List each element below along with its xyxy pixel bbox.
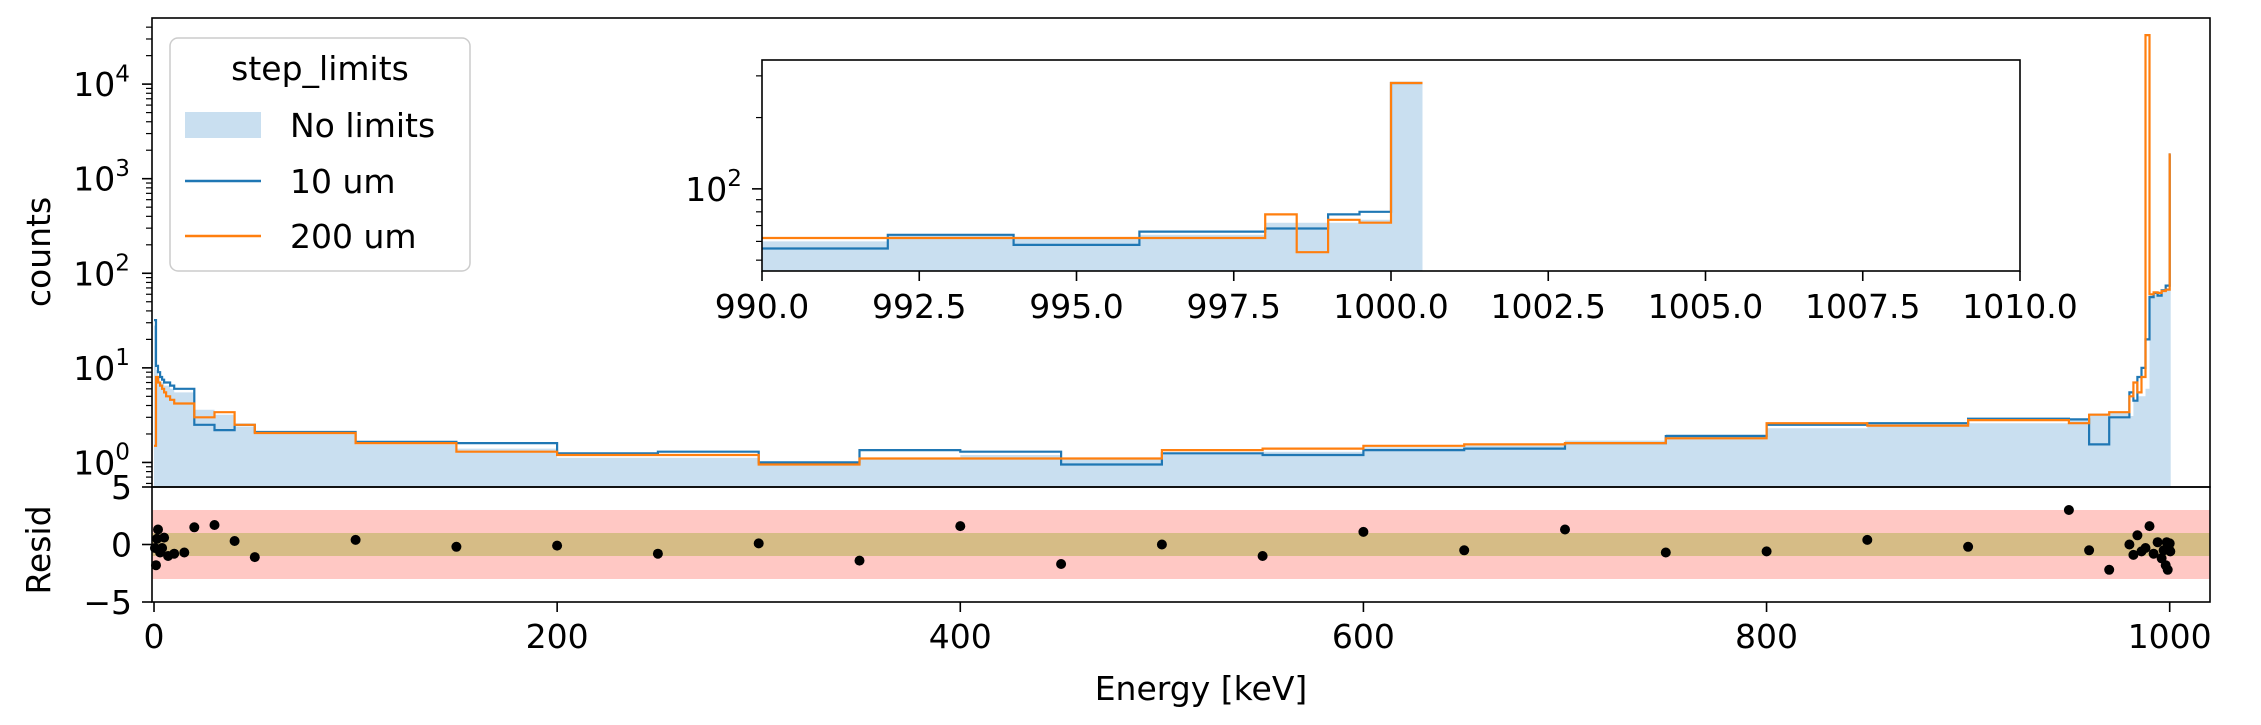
- residuals-y-tick-label: 5: [111, 468, 132, 507]
- inset-y-tick-label: 102: [685, 166, 742, 209]
- residuals-band-inner: [152, 533, 2210, 556]
- legend-10um-label: 10 um: [290, 162, 396, 201]
- residual-point: [159, 532, 170, 543]
- residual-point: [169, 548, 180, 559]
- residual-point: [1862, 534, 1873, 545]
- residual-point: [179, 547, 190, 558]
- main-y-axis: 100 101 102 103 104: [73, 26, 152, 485]
- series-no-limits-fill: [154, 154, 2171, 487]
- residual-point: [151, 560, 161, 571]
- residual-point: [153, 524, 163, 535]
- inset-histogram-panel: 990.0 992.5 995.0 997.5 1000.0 1002.5 1005.0 10…: [685, 59, 2078, 326]
- residual-point: [854, 555, 865, 566]
- residual-point: [2165, 546, 2176, 557]
- residual-point: [2128, 549, 2139, 560]
- residual-point: [2063, 505, 2074, 515]
- residuals-y-axis: −5 0 5: [83, 468, 152, 622]
- residual-point: [2162, 564, 2173, 575]
- x-tick-label: 0: [144, 617, 165, 656]
- residual-point: [652, 548, 663, 559]
- series-10-um-line: [154, 153, 2171, 466]
- main-y-tick-label: 102: [73, 250, 130, 293]
- residual-point: [1358, 526, 1369, 537]
- inset-series-200-um-line: [762, 81, 1423, 254]
- main-y-tick-label: 100: [73, 440, 130, 483]
- residuals-plot-area: [150, 505, 2210, 579]
- legend-frame: [169, 37, 471, 272]
- residual-point: [1761, 546, 1772, 557]
- residual-point: [2148, 548, 2159, 559]
- inset-y-axis: 102: [685, 75, 762, 261]
- residual-point: [2084, 545, 2095, 556]
- residual-point: [451, 541, 462, 552]
- legend-200um-label: 200 um: [290, 217, 417, 256]
- residual-point: [209, 520, 220, 530]
- residual-point: [157, 543, 168, 553]
- residual-point: [2144, 521, 2155, 532]
- main-y-tick-label: 101: [73, 345, 130, 388]
- residual-point: [753, 538, 764, 549]
- main-histogram-panel: 100 101 102 103 104 counts: [19, 17, 2211, 488]
- residuals-y-axis-label: Resid: [19, 505, 58, 594]
- residual-point: [189, 522, 200, 533]
- residual-point: [1156, 539, 1167, 550]
- inset-x-axis: 990.0 992.5 995.0 997.5 1000.0 1002.5 1005.0 10…: [715, 271, 2078, 326]
- inset-plot-area: [762, 81, 1423, 271]
- legend-no-limits-swatch: [185, 112, 261, 138]
- residuals-x-axis: 0 200 400 600 800 1000: [144, 602, 2212, 656]
- residual-point: [350, 534, 361, 545]
- legend-no-limits-label: No limits: [290, 106, 435, 145]
- residual-point: [2104, 564, 2115, 575]
- legend-title: step_limits: [231, 49, 409, 88]
- x-tick-label: 200: [526, 617, 589, 656]
- residual-point: [2164, 538, 2175, 549]
- residual-point: [1459, 545, 1470, 556]
- residual-point: [1660, 547, 1671, 558]
- residual-point: [2124, 539, 2135, 550]
- legend: step_limits No limits 10 um 200 um: [169, 37, 471, 272]
- x-tick-label: 600: [1332, 617, 1395, 656]
- residuals-y-tick-label: 0: [111, 526, 132, 565]
- residual-point: [955, 521, 966, 532]
- residual-point: [2140, 543, 2151, 553]
- inset-x-tick-label: 990.0: [715, 287, 809, 326]
- inset-x-tick-label: 1002.5: [1491, 287, 1606, 326]
- residual-point: [1257, 551, 1268, 561]
- main-y-tick-label: 104: [73, 61, 130, 104]
- residual-point: [229, 536, 240, 546]
- residual-point: [249, 552, 260, 563]
- residual-point: [2132, 530, 2143, 541]
- inset-x-tick-label: 995.0: [1029, 287, 1123, 326]
- inset-x-tick-label: 1000.0: [1333, 287, 1448, 326]
- x-tick-label: 800: [1735, 617, 1798, 656]
- residual-point: [1963, 541, 1974, 552]
- inset-x-tick-label: 1010.0: [1962, 287, 2077, 326]
- inset-x-tick-label: 1005.0: [1648, 287, 1763, 326]
- inset-x-tick-label: 997.5: [1187, 287, 1281, 326]
- main-y-axis-label: counts: [19, 197, 58, 307]
- x-tick-label: 1000: [2128, 617, 2212, 656]
- residuals-y-tick-label: −5: [83, 583, 132, 622]
- inset-x-tick-label: 1007.5: [1805, 287, 1920, 326]
- inset-x-tick-label: 992.5: [872, 287, 966, 326]
- residual-point: [1560, 524, 1570, 535]
- main-y-tick-label: 103: [73, 156, 130, 199]
- residual-point: [2152, 537, 2163, 548]
- x-axis-label: Energy [keV]: [1095, 669, 1308, 708]
- inset-series-no-limits-fill: [762, 83, 1423, 271]
- series-200-um-line: [154, 34, 2171, 466]
- main-plot-area: [154, 34, 2171, 487]
- residual-point: [552, 540, 563, 551]
- residuals-panel: 0 200 400 600 800 1000 −5 0 5 Resid Energy [keV…: [19, 468, 2212, 708]
- x-tick-label: 400: [929, 617, 992, 656]
- residual-point: [1056, 559, 1067, 569]
